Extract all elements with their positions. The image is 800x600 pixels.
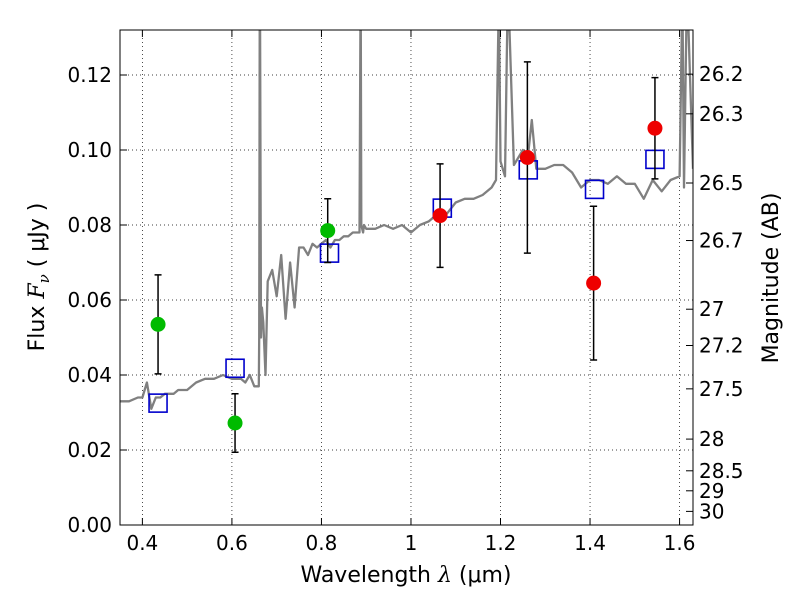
- x-tick-label: 1.2: [485, 531, 517, 555]
- y-axis-label-symbol: F: [25, 283, 50, 300]
- mag-tick-label: 30: [699, 499, 724, 523]
- x-axis-label: Wavelength λ (μm): [300, 563, 511, 588]
- plot-frame: [119, 29, 694, 526]
- mag-tick-label: 27.5: [699, 377, 744, 401]
- model-square-point: [584, 179, 605, 200]
- mag-tick-label: 29: [699, 479, 724, 503]
- x-tick-label: 1: [405, 531, 418, 555]
- y-tick-label: 0.10: [67, 138, 112, 162]
- mag-tick-label: 28: [699, 427, 724, 451]
- y-tick-label: 0.04: [67, 363, 112, 387]
- green-data-point: [320, 223, 336, 239]
- red-data-point: [432, 208, 448, 224]
- data-layer: [120, 30, 693, 453]
- y2-axis-label: Magnitude (AB): [759, 193, 784, 364]
- x-axis-label-text: Wavelength: [300, 563, 438, 588]
- y-axis-label-text: Flux: [25, 299, 50, 352]
- x-axis-label-unit: (μm): [452, 563, 512, 588]
- red-data-point: [647, 120, 663, 136]
- model-square-point: [148, 393, 168, 413]
- y-tick-label: 0.12: [67, 63, 112, 87]
- x-tick-label: 0.6: [216, 531, 248, 555]
- red-data-point: [586, 275, 602, 291]
- mag-tick-label: 27.2: [699, 334, 744, 358]
- green-data-point: [150, 316, 166, 332]
- y-axis-label-unit: ( μJy ): [25, 203, 50, 275]
- mag-tick-label: 28.5: [699, 459, 744, 483]
- mag-tick-label: 26.7: [699, 229, 744, 253]
- mag-tick-label: 26.3: [699, 102, 744, 126]
- x-tick-label: 1.6: [664, 531, 696, 555]
- mag-tick-label: 26.5: [699, 171, 744, 195]
- x-axis-label-symbol: λ: [437, 563, 452, 588]
- y-tick-label: 0.06: [67, 288, 112, 312]
- y-tick-label: 0.02: [67, 438, 112, 462]
- model-spectrum-line: [120, 30, 693, 410]
- x-tick-label: 0.4: [126, 531, 158, 555]
- mag-tick-label: 27: [699, 297, 724, 321]
- grid-layer: [120, 30, 693, 526]
- model-square-point: [225, 358, 245, 379]
- y-tick-label: 0.08: [67, 213, 112, 237]
- y-axis-label-subscript: ν: [35, 274, 53, 283]
- axes-layer: 0.4 0.6 0.8 1 1.2 1.4 1.6 0.00 0.02 0.04 0.06 0.08 0…: [67, 30, 744, 555]
- green-data-point: [227, 415, 243, 431]
- y-tick-label: 0.00: [67, 513, 112, 537]
- red-data-point: [519, 150, 535, 165]
- mag-tick-label: 26.2: [699, 62, 744, 86]
- x-tick-label: 0.8: [306, 531, 338, 555]
- y-axis-label: Flux Fν ( μJy ): [25, 203, 53, 352]
- x-tick-label: 1.4: [574, 531, 606, 555]
